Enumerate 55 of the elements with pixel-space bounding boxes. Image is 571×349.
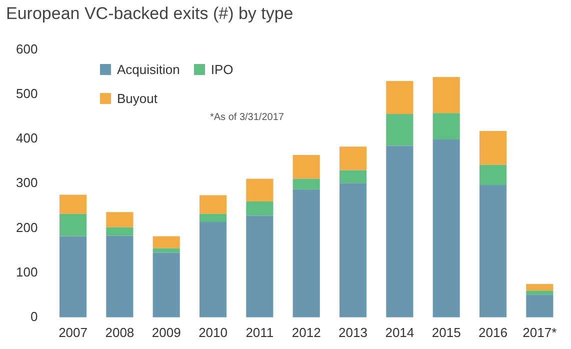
bar [59,194,87,214]
bar [432,139,460,318]
x-tick-label: 2007 [58,324,88,340]
x-tick-label: 2013 [338,324,368,340]
x-tick-label: 2010 [198,324,228,340]
annotation: *As of 3/31/2017 [210,112,284,123]
bar [59,236,87,318]
legend-label: Buyout [117,91,158,106]
bar [339,146,367,170]
y-tick-label: 100 [16,264,38,280]
bar [59,214,87,236]
bar [152,252,180,318]
bar [152,236,180,248]
legend-label: Acquisition [117,62,180,77]
bar [292,155,320,179]
bar [526,284,554,291]
y-tick-label: 400 [16,130,38,146]
bar [526,294,554,318]
bar [386,114,414,146]
bar [106,236,134,318]
x-tick-label: 2016 [478,324,508,340]
bar [432,77,460,114]
bar [246,178,274,202]
bar [199,222,227,318]
bar [479,130,507,165]
y-tick-label: 500 [16,86,38,101]
bar [526,290,554,295]
bar [246,216,274,318]
bar [199,195,227,214]
y-tick-label: 0 [30,308,38,324]
bar [479,184,507,318]
bar [246,201,274,216]
bar [386,146,414,318]
x-tick-label: 2014 [385,324,414,340]
x-tick-label: 2012 [292,324,321,340]
bar [339,183,367,318]
bar [292,189,320,318]
bar [199,214,227,222]
y-tick-label: 200 [16,220,38,235]
x-tick-label: 2011 [246,324,274,340]
bar [106,227,134,236]
bar [432,113,460,140]
bar [479,164,507,185]
bar [339,170,367,184]
x-tick-label: 2015 [432,324,461,340]
bar [106,212,134,228]
legend-label: IPO [210,62,234,77]
y-tick-label: 600 [16,41,38,56]
bar [292,178,320,190]
x-tick-label: 2008 [105,324,134,340]
y-tick-label: 300 [16,175,38,190]
x-tick-label: 2009 [152,324,181,340]
bar [386,81,414,114]
x-tick-label: 2017* [522,324,557,340]
chart-title: European VC-backed exits (#) by type [6,4,294,24]
